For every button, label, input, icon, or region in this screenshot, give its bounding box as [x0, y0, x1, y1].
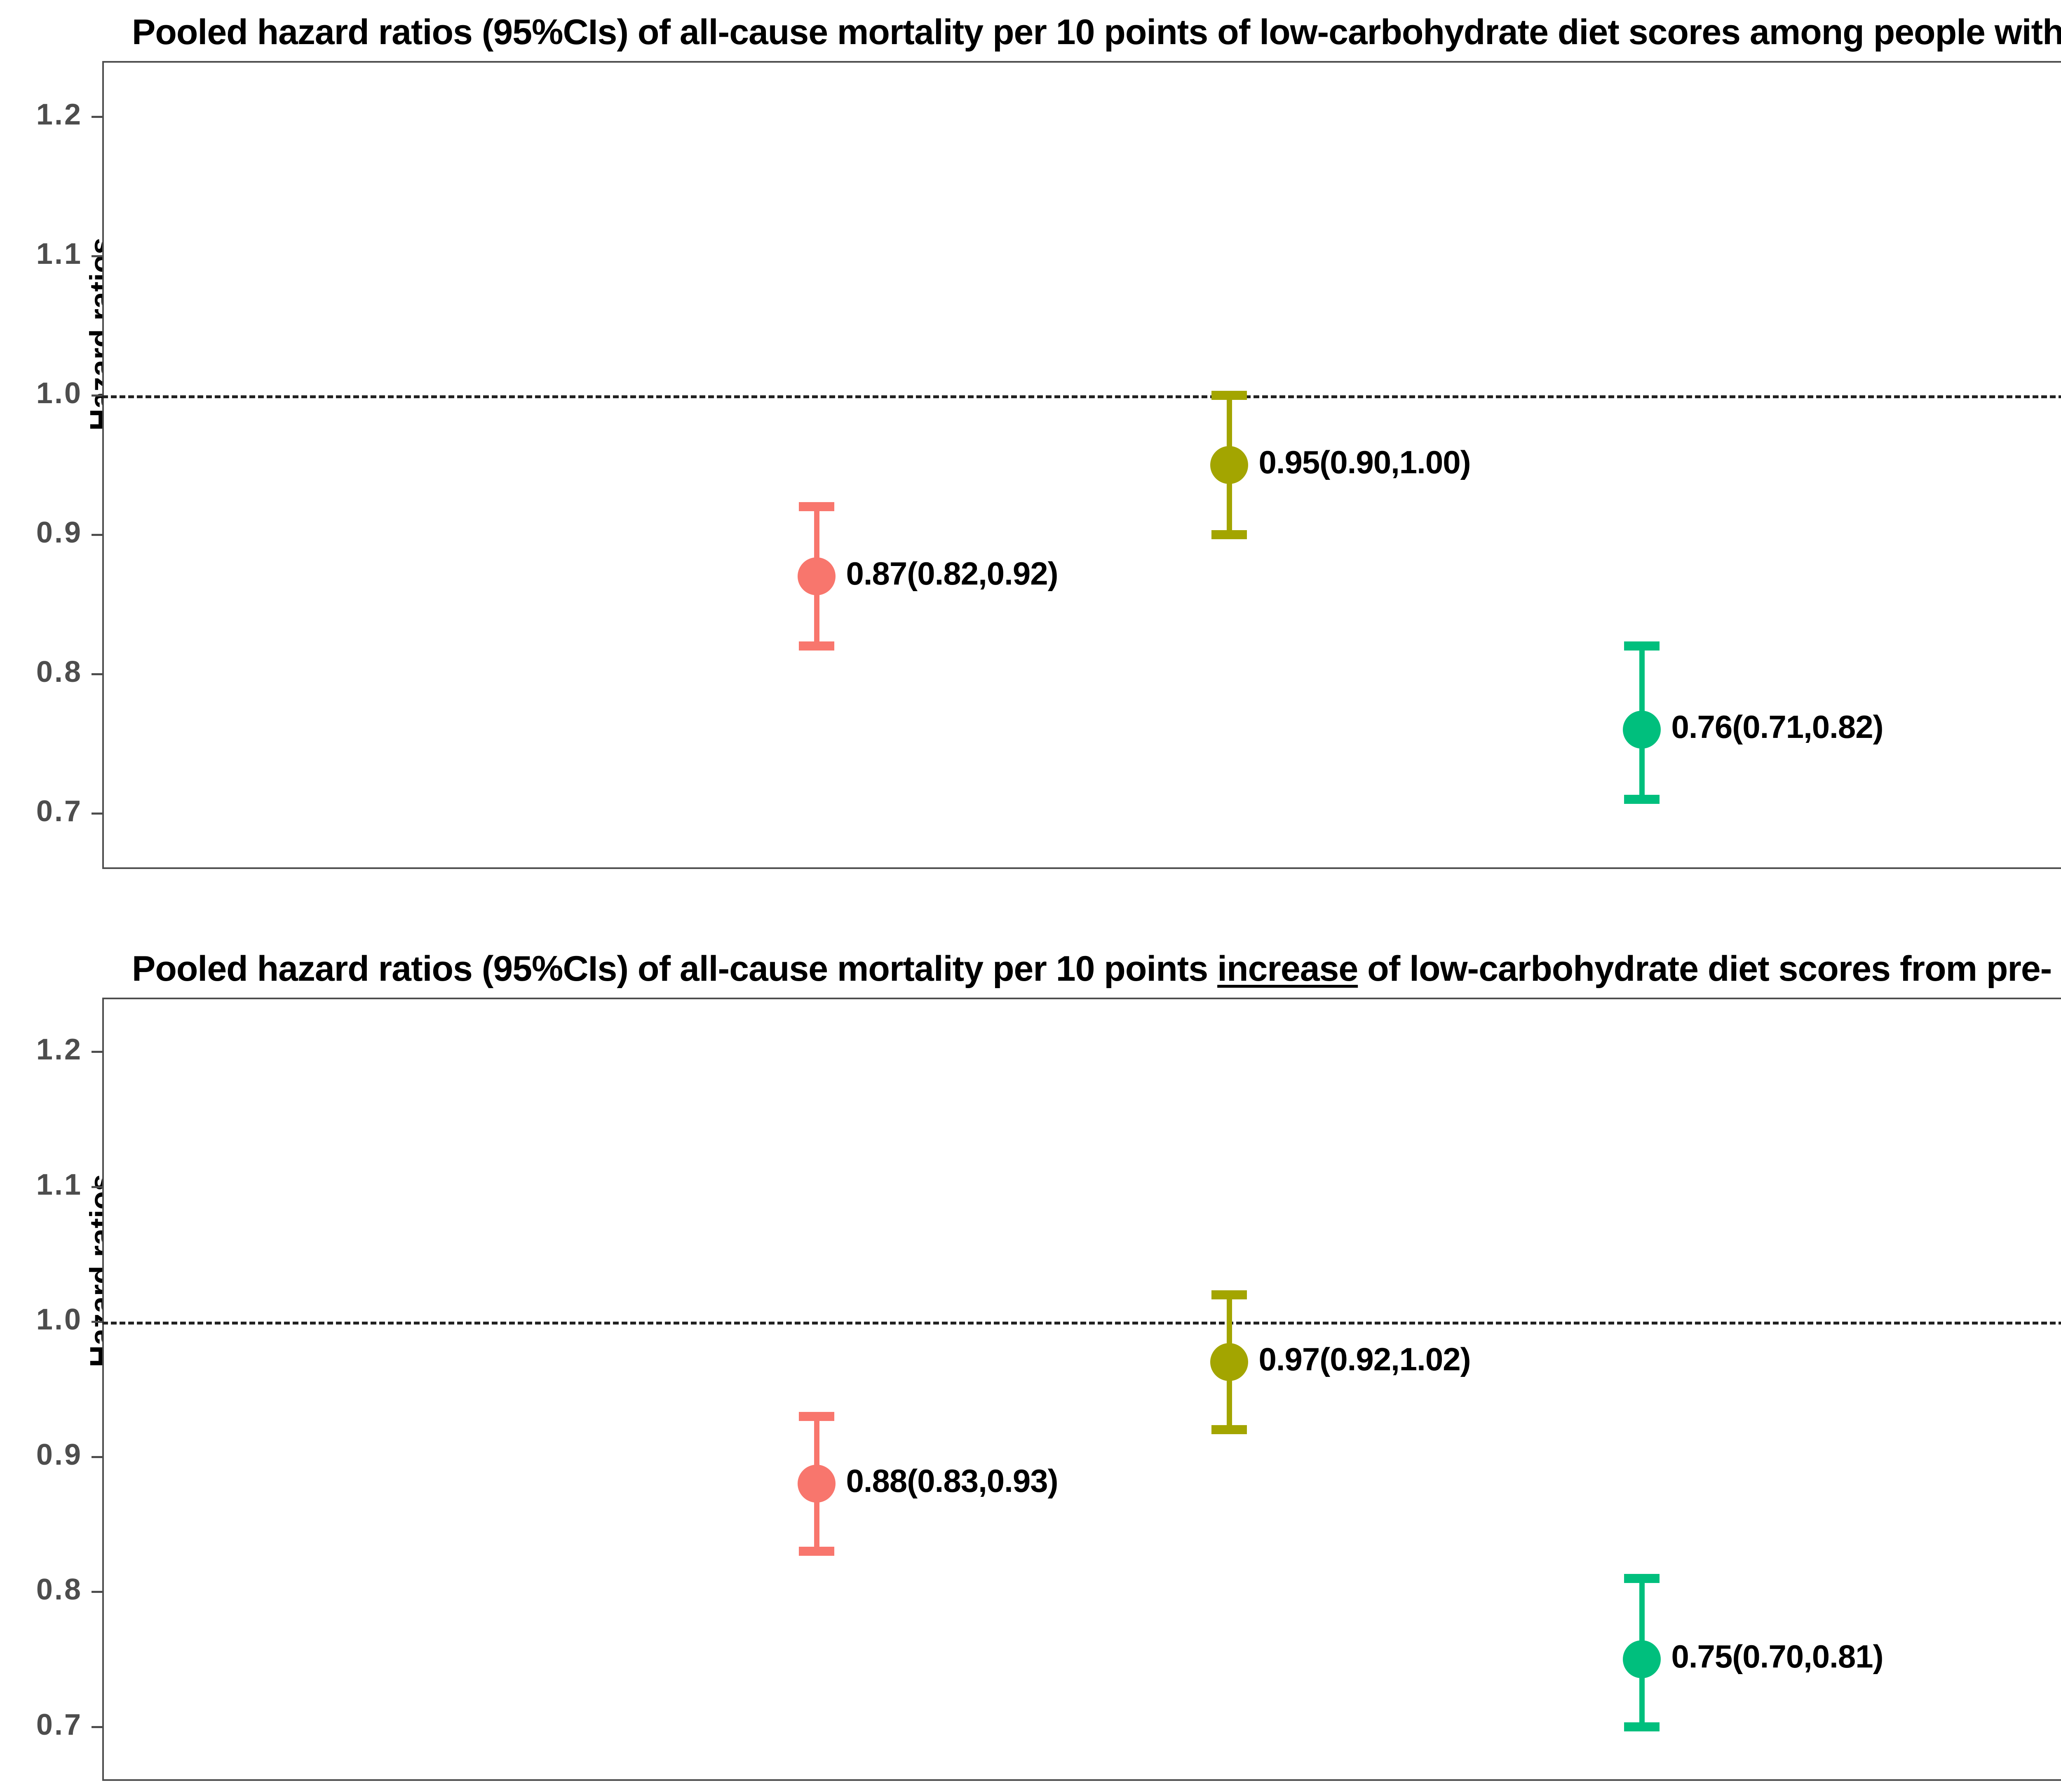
y-tick-label: 0.7 [36, 794, 82, 828]
y-tick-label: 1.1 [36, 1168, 82, 1201]
y-tick-mark [92, 673, 102, 675]
error-bar-cap-lower [1211, 1425, 1247, 1435]
data-point-value-label: 0.75(0.70,0.81) [1671, 1638, 1884, 1675]
y-tick-mark [92, 812, 102, 815]
y-tick-label: 1.2 [36, 1033, 82, 1066]
error-bar-cap-upper [798, 1412, 834, 1421]
y-tick-label: 0.8 [36, 1573, 82, 1606]
error-bar-cap-upper [1211, 1290, 1247, 1299]
data-point-marker [797, 1465, 836, 1503]
data-point-marker [797, 557, 836, 596]
error-bar-cap-lower [798, 1547, 834, 1556]
y-tick-mark [92, 255, 102, 258]
error-bar-cap-upper [1211, 391, 1247, 400]
y-tick-label: 0.9 [36, 516, 82, 549]
title-emphasis: increase [1217, 949, 1358, 989]
y-tick-mark [92, 116, 102, 118]
data-point-value-label: 0.87(0.82,0.92) [846, 555, 1059, 592]
data-point-marker [1210, 446, 1248, 484]
panel-bottom-y-axis-title: Hazard ratios [83, 1174, 118, 1367]
panel-top-y-axis-title: Hazard ratios [83, 237, 118, 431]
y-tick-mark [92, 1726, 102, 1728]
data-point-value-label: 0.95(0.90,1.00) [1258, 444, 1471, 480]
y-tick-mark [92, 1456, 102, 1458]
panel-top-plot-area [102, 61, 2061, 869]
data-point-value-label: 0.88(0.83,0.93) [846, 1463, 1059, 1499]
panel-top: Pooled hazard ratios (95%CIs) of all-cau… [0, 7, 2061, 881]
title-text: of low-carbohydrate diet scores from pre… [1367, 949, 2061, 989]
y-tick-mark [92, 1591, 102, 1593]
data-point-value-label: 0.76(0.71,0.82) [1671, 709, 1884, 745]
y-tick-label: 1.0 [36, 377, 82, 410]
data-point-marker [1622, 711, 1661, 749]
error-bar-cap-lower [1211, 530, 1247, 539]
title-text: Pooled hazard ratios (95%CIs) of all-cau… [132, 949, 1218, 989]
data-point-marker [1210, 1343, 1248, 1381]
y-tick-label: 0.9 [36, 1438, 82, 1471]
panel-bottom-title: Pooled hazard ratios (95%CIs) of all-cau… [132, 944, 2061, 993]
y-tick-mark [92, 1051, 102, 1053]
error-bar-cap-lower [1624, 795, 1660, 804]
error-bar-cap-upper [1624, 641, 1660, 651]
error-bar-cap-lower [798, 641, 834, 651]
y-tick-label: 0.7 [36, 1708, 82, 1741]
panel-bottom-plot-area [102, 998, 2061, 1781]
data-point-value-label: 0.97(0.92,1.02) [1258, 1341, 1471, 1378]
y-tick-label: 1.2 [36, 98, 82, 132]
y-tick-mark [92, 1321, 102, 1323]
y-tick-label: 1.0 [36, 1303, 82, 1336]
y-tick-mark [92, 395, 102, 397]
error-bar-cap-lower [1624, 1722, 1660, 1731]
reference-line [102, 1322, 2061, 1325]
y-tick-mark [92, 533, 102, 536]
error-bar-cap-upper [798, 502, 834, 512]
y-tick-mark [92, 1186, 102, 1188]
error-bar-cap-upper [1624, 1574, 1660, 1583]
title-text: Pooled hazard ratios (95%CIs) of all-cau… [132, 12, 2061, 52]
y-tick-label: 1.1 [36, 237, 82, 271]
panel-top-title: Pooled hazard ratios (95%CIs) of all-cau… [132, 7, 2061, 57]
data-point-marker [1622, 1640, 1661, 1679]
y-tick-label: 0.8 [36, 655, 82, 688]
reference-line [102, 395, 2061, 399]
panel-bottom: Pooled hazard ratios (95%CIs) of all-cau… [0, 944, 2061, 1792]
